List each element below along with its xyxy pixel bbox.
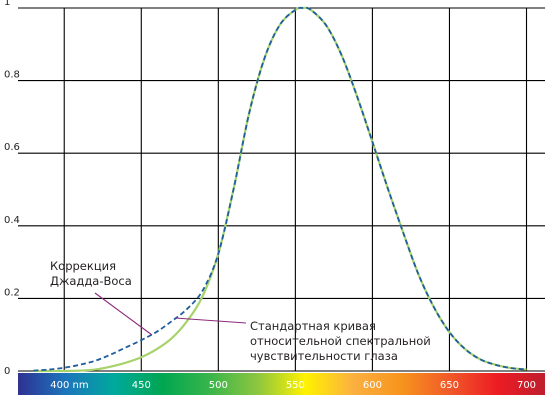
leader-line-standard [174,317,247,324]
grid-lines [18,7,545,372]
y-tick-label: 0.4 [4,215,20,226]
x-tick-label: 450 [132,380,151,391]
curve-standard [33,6,527,373]
x-axis-tick-labels: 400 nm 450 500 550 600 650 700 [50,380,536,391]
y-axis-tick-labels: 0 0.2 0.4 0.6 0.8 1 [4,0,20,377]
annotation-text-line: Коррекция [50,259,116,273]
y-tick-label: 0.2 [4,287,20,298]
annotation-text-line: относительной спектральной [250,334,431,348]
annotation-text-line: Стандартная кривая [250,319,376,333]
y-tick-label: 0.8 [4,70,20,81]
spectrum-gradient [18,373,545,395]
y-tick-label: 1 [4,0,10,8]
curve-judd-vos [33,6,527,372]
spectrum-bar [18,373,545,395]
annotation-text-line: Джадда-Воса [50,274,132,288]
x-tick-label: 600 [363,380,382,391]
x-tick-label: 650 [440,380,459,391]
x-tick-label: 500 [209,380,228,391]
y-tick-label: 0.6 [4,142,20,153]
curves [33,6,527,373]
y-tick-label: 0 [4,366,10,377]
annotation-text-line: чувствительности глаза [250,349,398,363]
leader-line-judd-vos [94,292,153,336]
x-tick-label: 400 nm [50,380,88,391]
x-tick-label: 700 [517,380,536,391]
x-tick-label: 550 [286,380,305,391]
